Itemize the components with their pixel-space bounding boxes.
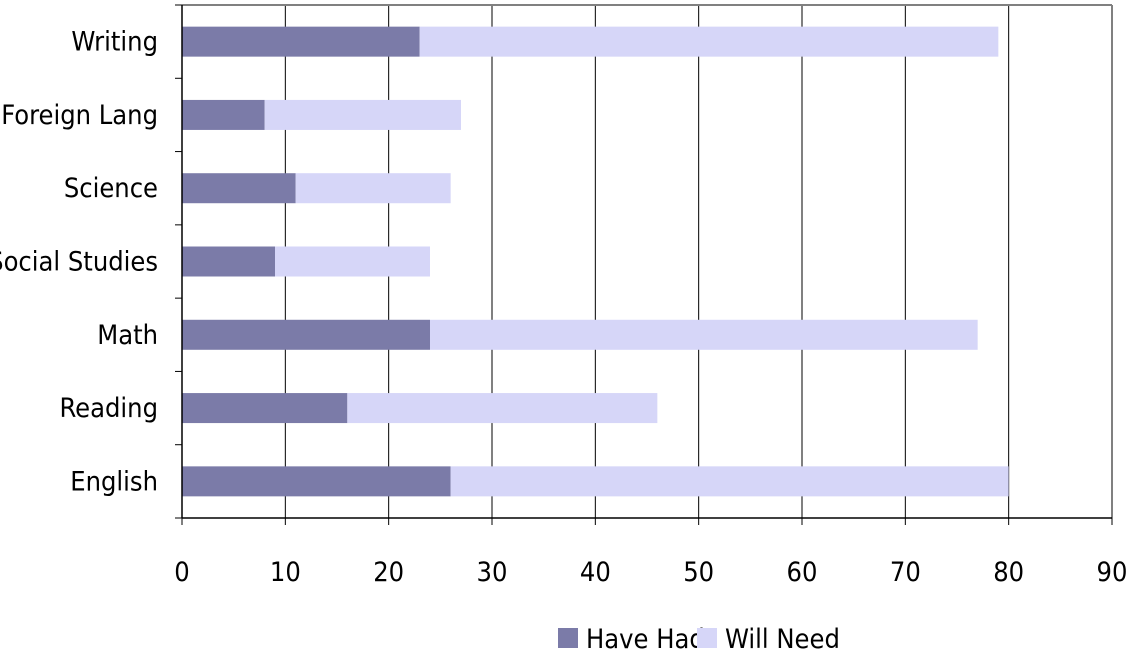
bar-reading-have-had xyxy=(182,393,348,424)
bar-social-studies-will-need xyxy=(275,246,430,277)
bar-math-will-need xyxy=(430,319,978,350)
x-tick-label-10: 10 xyxy=(270,557,301,588)
bar-writing-have-had xyxy=(182,26,420,57)
category-label-foreign-lang: Foreign Lang xyxy=(1,100,158,131)
x-tick-label-30: 30 xyxy=(477,557,508,588)
x-tick-labels: 0 10 20 30 40 50 60 70 80 90 xyxy=(174,557,1127,588)
bar-science-will-need xyxy=(295,173,451,204)
legend-label-will-need: Will Need xyxy=(725,624,840,655)
x-tick-label-60: 60 xyxy=(787,557,818,588)
category-label-social-studies: Social Studies xyxy=(0,247,158,278)
category-label-writing: Writing xyxy=(71,27,158,58)
bars xyxy=(182,26,1009,497)
bar-writing-will-need xyxy=(419,26,999,57)
category-label-reading: Reading xyxy=(60,393,159,424)
x-tick-label-50: 50 xyxy=(683,557,714,588)
axes xyxy=(175,4,1113,525)
x-tick-label-70: 70 xyxy=(890,557,921,588)
category-label-english: English xyxy=(70,466,158,497)
legend-swatch-will-need xyxy=(697,628,717,648)
x-tick-label-90: 90 xyxy=(1097,557,1128,588)
bar-reading-will-need xyxy=(347,393,658,424)
legend-swatch-have-had xyxy=(558,628,578,648)
bar-math-have-had xyxy=(182,319,430,350)
bar-science-have-had xyxy=(182,173,296,204)
legend: Have Had Will Need xyxy=(558,624,840,655)
category-label-science: Science xyxy=(64,173,158,204)
bar-social-studies-have-had xyxy=(182,246,275,277)
x-tick-label-20: 20 xyxy=(373,557,404,588)
x-tick-label-40: 40 xyxy=(580,557,611,588)
x-tick-label-80: 80 xyxy=(993,557,1024,588)
bar-foreign-lang-have-had xyxy=(182,99,265,130)
bar-foreign-lang-will-need xyxy=(264,99,461,130)
bar-english-have-had xyxy=(182,466,451,497)
category-labels: English Reading Math Social Studies Science F… xyxy=(0,27,158,498)
legend-label-have-had: Have Had xyxy=(586,624,705,655)
category-label-math: Math xyxy=(97,320,158,351)
x-tick-label-0: 0 xyxy=(174,557,189,588)
bar-english-will-need xyxy=(450,466,1009,497)
